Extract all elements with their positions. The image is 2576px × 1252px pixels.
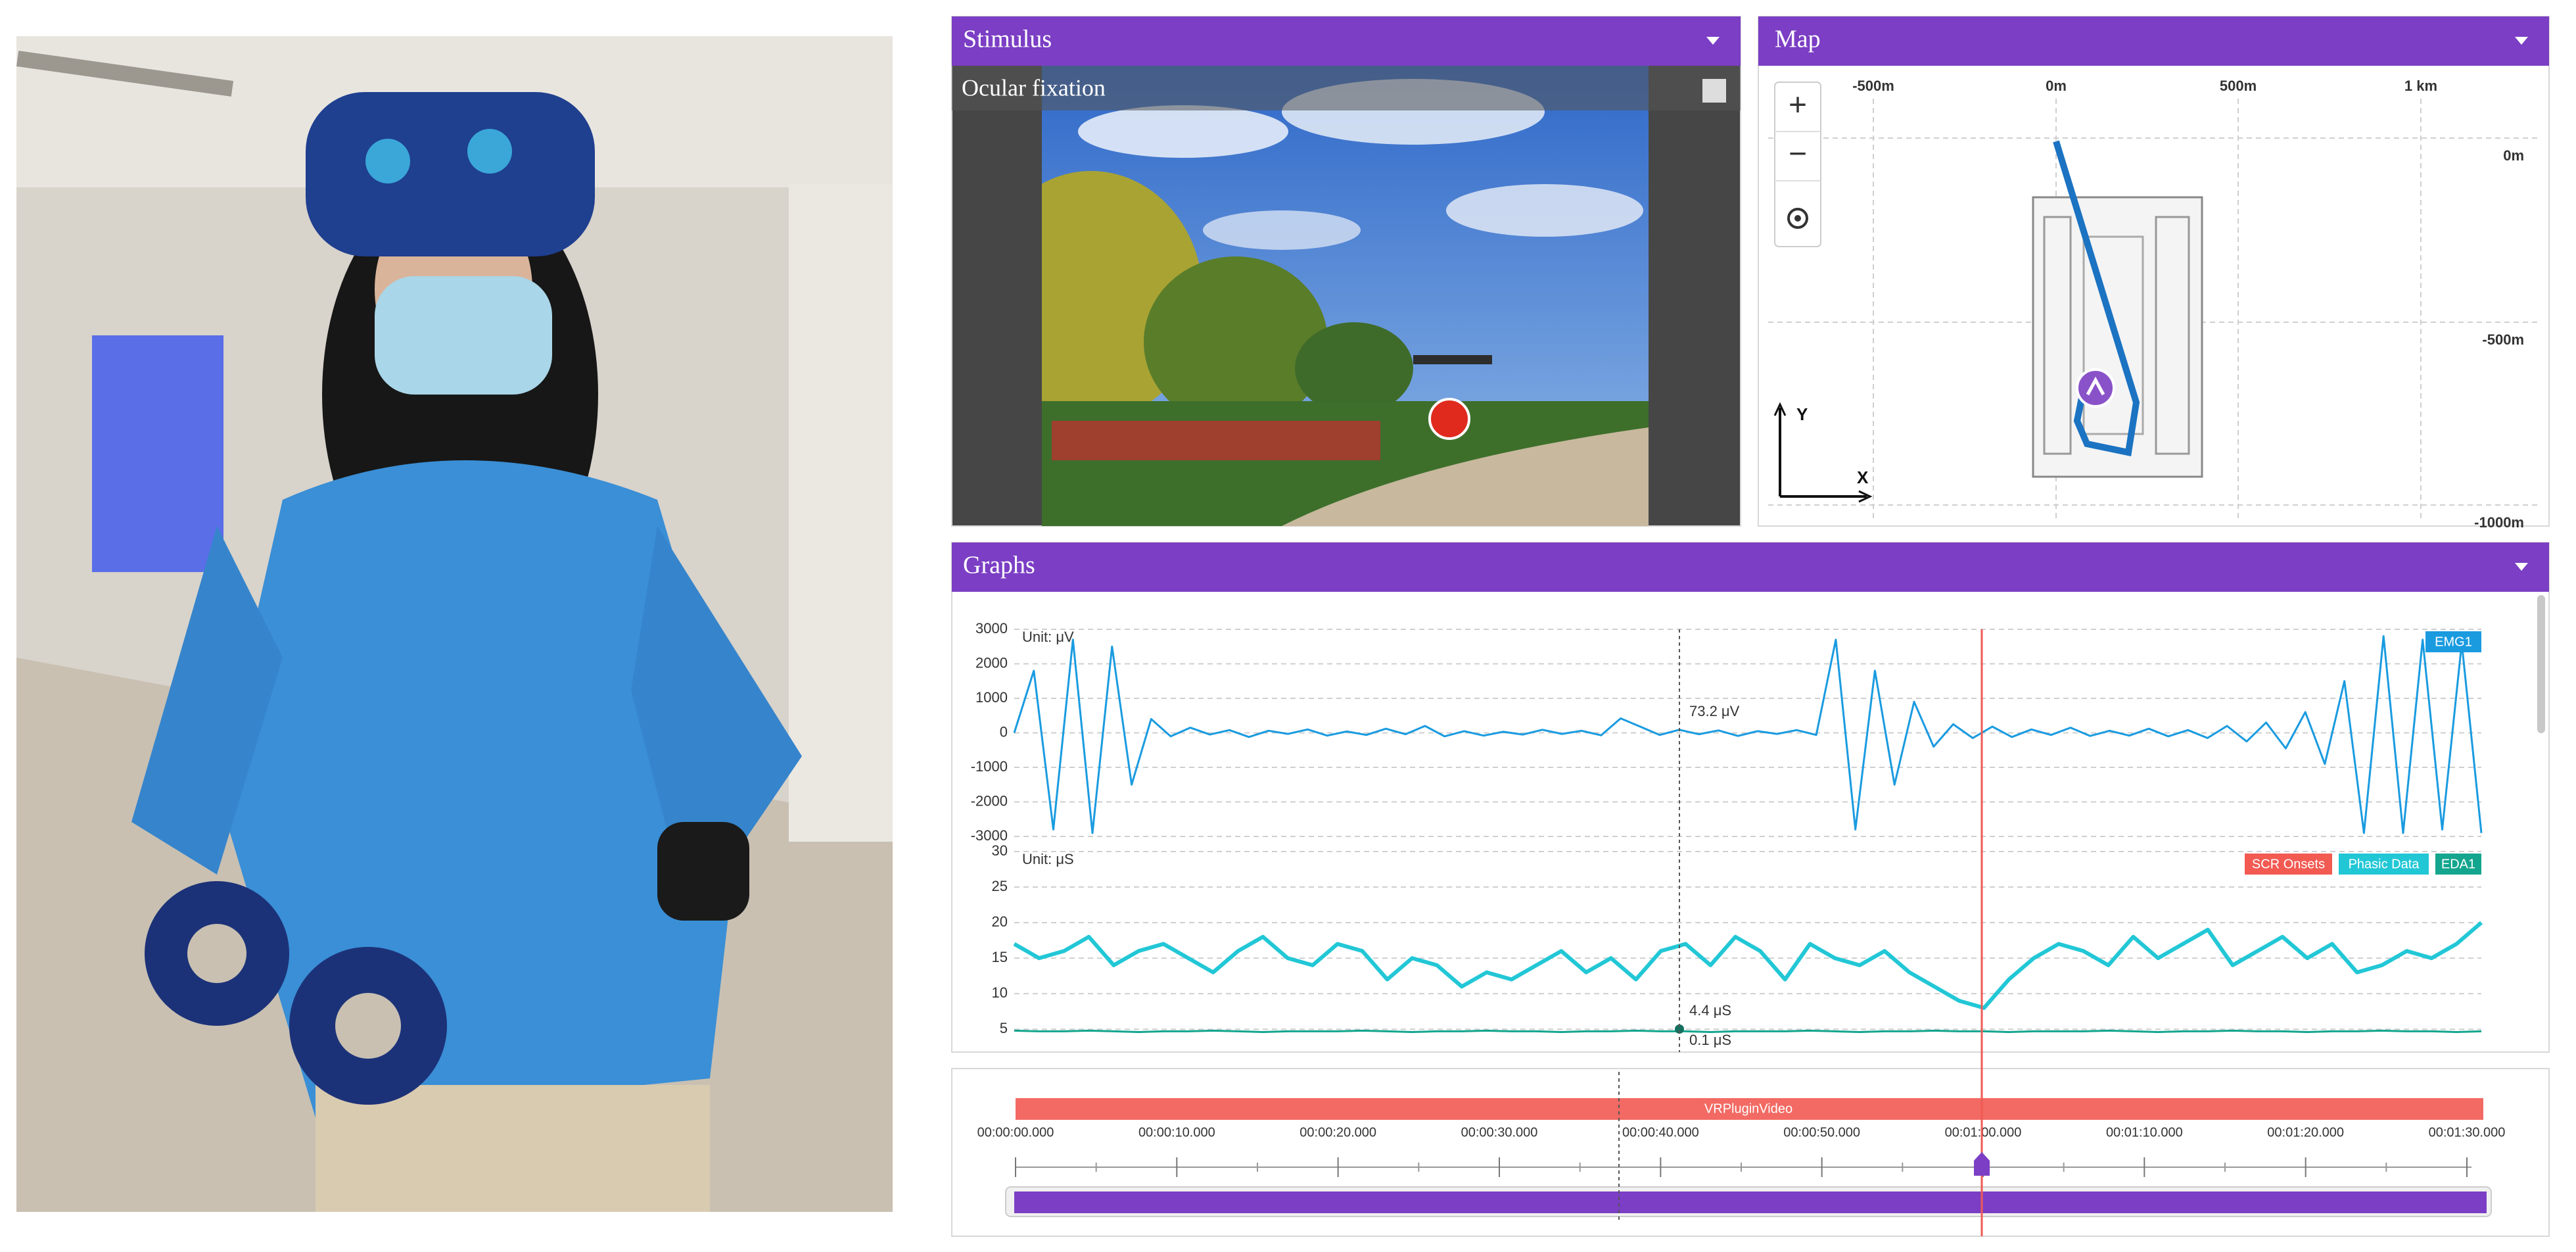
- fullscreen-button[interactable]: [1702, 79, 1726, 103]
- y-tick-label: 2000: [975, 654, 1008, 671]
- position-marker: [2076, 368, 2115, 408]
- time-label: 00:00:30.000: [1461, 1125, 1538, 1140]
- photo: [16, 36, 893, 1212]
- hover-dot: [1675, 1024, 1684, 1034]
- y-tick-label: -3000: [971, 827, 1008, 844]
- time-label: 00:01:30.000: [2429, 1125, 2506, 1140]
- panel-title: Map: [1775, 26, 1821, 53]
- data-line: [1014, 1029, 2482, 1033]
- annotation: 73.2 μV: [1689, 703, 1740, 719]
- legend-label: EMG1: [2435, 635, 2472, 649]
- unit-label: Unit: μS: [1022, 851, 1074, 867]
- y-tick-label: 5: [1000, 1020, 1008, 1036]
- data-line: [1013, 921, 2483, 1010]
- legend-swatch: [2339, 854, 2429, 875]
- stimulus-panel: Stimulus Ocular fixation: [951, 16, 1741, 527]
- y-tick-label: 25: [992, 878, 1008, 894]
- zoom-in[interactable]: +: [1789, 88, 1807, 123]
- legend-swatch: [2425, 631, 2481, 652]
- map-x-label: 0m: [2046, 78, 2067, 94]
- panel-header[interactable]: [952, 16, 1741, 66]
- time-label: 00:00:50.000: [1783, 1125, 1860, 1140]
- panel-title: Stimulus: [963, 26, 1052, 53]
- y-tick-label: 10: [992, 984, 1008, 1001]
- panel-title: Graphs: [963, 552, 1035, 579]
- graphs-panel: Graphs 3000 2000 1000 0 -1000 -2000 -3000 Unit:…: [951, 542, 2550, 1053]
- y-tick-label: 15: [992, 949, 1008, 965]
- time-label: 00:00:10.000: [1138, 1125, 1215, 1140]
- legend-swatch: [2245, 854, 2332, 875]
- route: [2053, 140, 2140, 456]
- y-tick-label: 20: [992, 913, 1008, 930]
- timeline-panel: VRPluginVideo 00:00:00.000 00:00:10.000 00…: [951, 1068, 2550, 1237]
- legend-label: Phasic Data: [2349, 857, 2420, 871]
- locate-button[interactable]: [1787, 208, 1808, 229]
- range-bar[interactable]: [1014, 1192, 2487, 1213]
- time-label: 00:01:20.000: [2267, 1125, 2344, 1140]
- map-x-label: 500m: [2220, 78, 2257, 94]
- map-x-label: 1 km: [2404, 78, 2437, 94]
- charts: 3000 2000 1000 0 -1000 -2000 -3000 Unit: μV EMG1…: [971, 620, 2483, 1048]
- legend-swatch: [2435, 854, 2481, 875]
- zoom-out[interactable]: −: [1789, 137, 1807, 172]
- axis-label: Y: [1796, 404, 1808, 424]
- collapse-icon[interactable]: [2515, 563, 2528, 571]
- y-tick-label: -2000: [971, 792, 1008, 809]
- time-label: 00:00:00.000: [977, 1125, 1054, 1140]
- track-bar[interactable]: [1016, 1098, 2483, 1120]
- map-y-label: -500m: [2482, 331, 2524, 348]
- y-tick-label: 0: [1000, 723, 1008, 740]
- map-y-label: 0m: [2503, 147, 2524, 164]
- time-label: 00:00:40.000: [1622, 1125, 1699, 1140]
- collapse-icon[interactable]: [2515, 37, 2528, 45]
- map-y-label: -1000m: [2474, 514, 2524, 531]
- data-line: [1013, 635, 2483, 834]
- panel-header[interactable]: [1758, 16, 2549, 66]
- panel-header[interactable]: [952, 542, 2549, 592]
- map-panel: Map -500m 0m 500m 1 km 0m -500m -1000m + − Y X: [1758, 16, 2550, 531]
- collapse-icon[interactable]: [1706, 37, 1720, 45]
- stimulus-image: [1042, 66, 1649, 526]
- y-tick-label: 3000: [975, 620, 1008, 637]
- playhead-handle[interactable]: [1974, 1152, 1990, 1176]
- y-tick-label: 30: [992, 842, 1008, 859]
- legend-label: EDA1: [2441, 857, 2475, 871]
- scrollbar[interactable]: [2537, 595, 2545, 733]
- axis-label: X: [1857, 468, 1869, 487]
- annotation: 0.1 μS: [1689, 1032, 1731, 1048]
- track-label: VRPluginVideo: [1704, 1101, 1792, 1116]
- y-tick-label: 1000: [975, 689, 1008, 706]
- stimulus-caption: Ocular fixation: [962, 74, 1106, 101]
- time-label: 00:01:10.000: [2106, 1125, 2183, 1140]
- time-label: 00:00:20.000: [1300, 1125, 1376, 1140]
- legend-label: SCR Onsets: [2252, 857, 2325, 871]
- y-tick-label: -1000: [971, 758, 1008, 775]
- unit-label: Unit: μV: [1022, 629, 1074, 645]
- time-label: 00:01:00.000: [1945, 1125, 2022, 1140]
- map-x-label: -500m: [1852, 78, 1894, 94]
- annotation: 4.4 μS: [1689, 1002, 1731, 1019]
